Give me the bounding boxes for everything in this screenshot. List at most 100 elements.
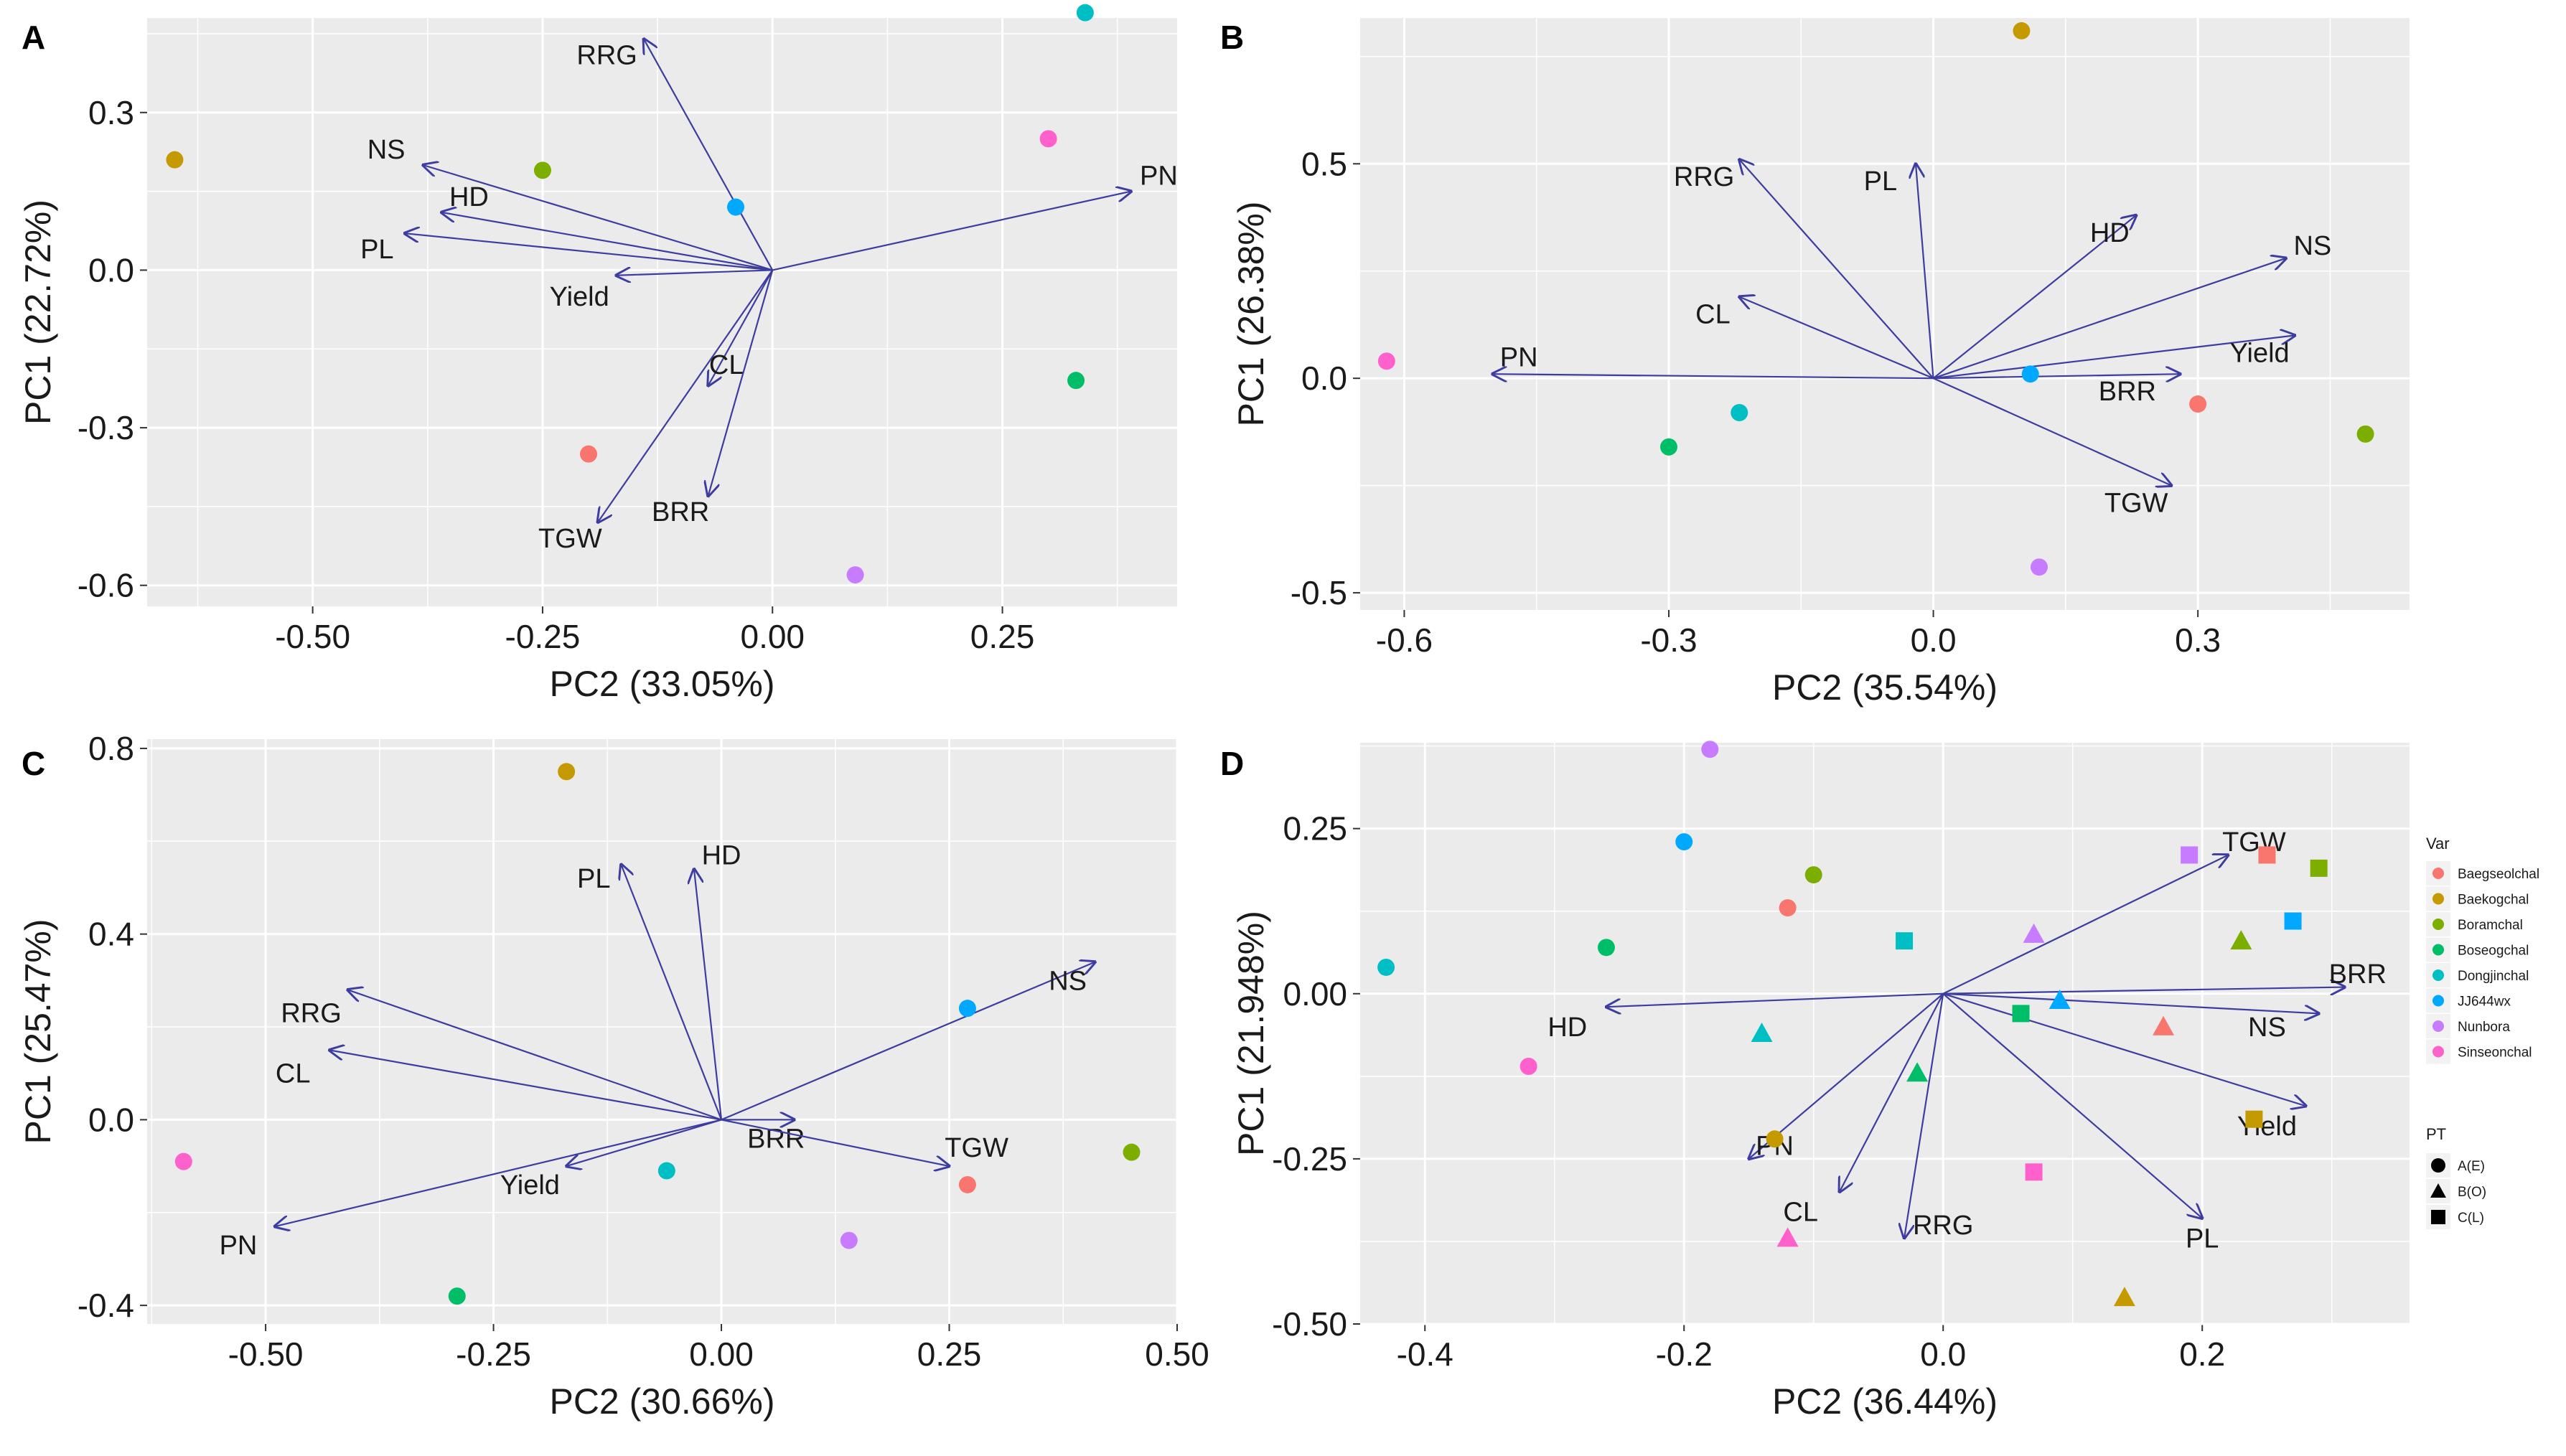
point-nunbora-square: [2181, 846, 2199, 864]
panel-background: [1360, 18, 2410, 610]
vector-label-pn: PN: [1500, 342, 1538, 372]
vector-label-cl: CL: [1695, 300, 1731, 330]
x-tick-label: -0.50: [228, 1335, 304, 1373]
loading-vector-ns: [1933, 258, 2286, 380]
legend-key-nunbora: [2432, 1020, 2444, 1032]
point-dongjinchal-circle: [1377, 958, 1395, 976]
legend-shape-triangle: [2430, 1183, 2446, 1198]
vector-label-brr: BRR: [2099, 377, 2156, 407]
x-tick-label: 0.50: [1145, 1335, 1209, 1373]
panel-c: -0.50 -0.25 0.00 0.25 0.50 -0.4 0.0 0.4 0.8 PC2 (…: [18, 730, 1209, 1422]
x-tick-label: 0.00: [740, 618, 805, 655]
point-dongjinchal-circle: [1731, 404, 1748, 421]
legend-shape-square: [2431, 1210, 2445, 1224]
panel-b: -0.6 -0.3 0.0 0.3 -0.5 0.0 0.5 PC2 (35.54%) PC1 …: [1220, 18, 2410, 708]
loading-vector-cl: [708, 269, 774, 385]
vector-label-pl: PL: [577, 864, 610, 894]
point-baegseolchal-triangle: [2153, 1015, 2175, 1035]
point-baegseolchal-circle: [2189, 395, 2207, 413]
point-baekogchal-square: [2245, 1110, 2263, 1128]
x-tick-label: -0.50: [275, 618, 350, 655]
loading-vector-hd: [694, 869, 723, 1120]
loading-vector-hd: [441, 212, 773, 271]
loading-vector-cl: [1739, 297, 1934, 380]
vector-label-cl: CL: [1783, 1198, 1818, 1228]
point-boramchal-circle: [533, 161, 551, 179]
point-boramchal-square: [2310, 859, 2328, 877]
point-nunbora-circle: [840, 1231, 858, 1249]
panel-letter: D: [1220, 745, 1244, 782]
y-tick-label: 0.4: [88, 916, 134, 953]
legend-label-baegseolchal: Baegseolchal: [2458, 867, 2539, 882]
loading-vector-yield: [1942, 992, 2305, 1106]
point-jj644wx-triangle: [2048, 989, 2071, 1009]
loading-vector-tgw: [721, 1119, 949, 1166]
vector-label-brr: BRR: [2329, 959, 2387, 990]
point-jj644wx-circle: [958, 1000, 976, 1018]
point-nunbora-circle: [1701, 741, 1719, 758]
x-tick-label: -0.25: [456, 1335, 531, 1373]
loading-vector-pl: [621, 865, 723, 1120]
legend-label-jj644wx: JJ644wx: [2458, 995, 2511, 1010]
loading-vector-tgw: [1933, 377, 2172, 485]
loading-vector-yield: [616, 270, 773, 275]
legend-label-boseogchal: Boseogchal: [2458, 944, 2529, 959]
y-tick-label: 0.3: [88, 94, 134, 131]
point-boseogchal-circle: [1597, 939, 1615, 957]
vector-label-ns: NS: [2248, 1013, 2286, 1043]
vector-label-pn: PN: [220, 1231, 258, 1261]
point-baegseolchal-circle: [958, 1175, 976, 1193]
y-axis-label: PC1 (25.47%): [18, 919, 58, 1144]
point-nunbora-triangle: [2023, 923, 2045, 943]
vector-label-hd: HD: [702, 841, 741, 871]
y-axis-label: PC1 (22.72%): [18, 199, 58, 425]
panel-letter: A: [22, 19, 45, 56]
y-tick-label: -0.4: [78, 1287, 134, 1324]
legend-label-baekogchal: Baekogchal: [2458, 893, 2529, 908]
loading-vector-pl: [1916, 164, 1934, 379]
vector-label-cl: CL: [276, 1059, 311, 1089]
panel-d: -0.4 -0.2 0.0 0.2 -0.50 -0.25 0.00 0.25 PC2 (36.…: [1220, 741, 2410, 1422]
y-tick-label: 0.5: [1301, 145, 1347, 182]
y-tick-label: 0.8: [88, 730, 134, 767]
vector-label-brr: BRR: [747, 1124, 805, 1154]
vector-label-yield: Yield: [500, 1170, 560, 1201]
x-axis-label: PC2 (33.05%): [549, 664, 774, 704]
y-tick-label: -0.5: [1291, 574, 1347, 611]
vector-label-yield: Yield: [550, 282, 609, 312]
point-baekogchal-triangle: [2113, 1287, 2135, 1307]
point-sinseonchal-triangle: [1776, 1227, 1799, 1247]
point-boseogchal-circle: [1067, 372, 1085, 390]
point-baegseolchal-circle: [580, 445, 597, 463]
point-boramchal-triangle: [2230, 930, 2252, 950]
x-tick-label: 0.2: [2179, 1335, 2225, 1373]
point-dongjinchal-circle: [1076, 4, 1094, 22]
loading-vector-cl: [1840, 993, 1944, 1192]
loading-vector-rrg: [347, 990, 722, 1121]
x-tick-label: -0.2: [1656, 1335, 1713, 1373]
vector-label-rrg: RRG: [1913, 1211, 1973, 1241]
point-nunbora-circle: [2031, 558, 2048, 576]
vector-label-cl: CL: [709, 350, 744, 380]
point-jj644wx-circle: [2021, 365, 2039, 383]
y-tick-label: 0.0: [1301, 360, 1347, 397]
loading-vector-brr: [1943, 987, 2345, 994]
x-tick-label: 0.25: [917, 1335, 982, 1373]
point-baekogchal-circle: [1766, 1130, 1784, 1148]
vector-label-tgw: TGW: [2104, 489, 2168, 519]
loading-vector-brr: [1933, 374, 2181, 378]
y-axis-label: PC1 (21.948%): [1231, 911, 1271, 1156]
loading-vector-cl: [329, 1050, 722, 1121]
point-sinseonchal-circle: [1039, 130, 1057, 148]
legend-key-boseogchal: [2432, 944, 2444, 956]
legend-label-dongjinchal: Dongjinchal: [2458, 969, 2529, 984]
panel-background: [147, 739, 1177, 1324]
legend-title-var: Var: [2426, 835, 2450, 853]
panel-letter: C: [22, 745, 45, 782]
y-tick-label: -0.50: [1272, 1305, 1347, 1343]
y-axis-label: PC1 (26.38%): [1231, 201, 1271, 426]
point-jj644wx-square: [2284, 912, 2302, 930]
vector-label-yield: Yield: [2230, 338, 2290, 368]
legend-key-baegseolchal: [2432, 868, 2444, 879]
point-sinseonchal-circle: [1520, 1058, 1537, 1076]
